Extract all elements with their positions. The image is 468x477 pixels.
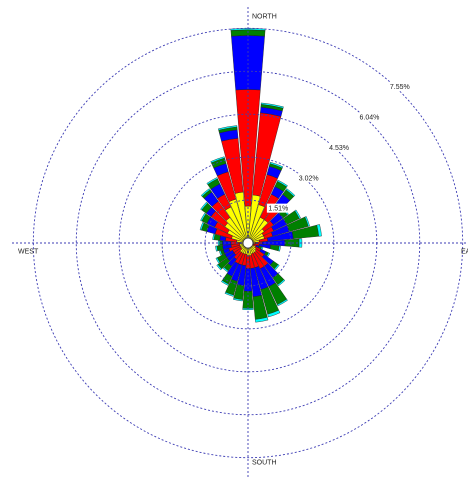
- petal-sector-32-bin-4: [200, 188, 211, 197]
- calm-center-circle: [242, 237, 254, 249]
- direction-labels: NORTH SOUTH WEST EA: [18, 14, 468, 467]
- petal-sector-19-bin-4: [233, 297, 243, 302]
- petal-sector-10-bin-4: [278, 245, 281, 252]
- petal-sector-11-bin-4: [260, 246, 264, 250]
- petal-sector-21-bin-4: [221, 280, 229, 286]
- ring-label-bg-1: [297, 173, 321, 183]
- ring-labels: 1.51% 3.02% 4.53% 6.04% 7.55%: [266, 82, 412, 213]
- petal-sector-25-bin-4: [218, 250, 223, 256]
- ring-label-bg-0: [266, 203, 290, 213]
- west-label: WEST: [18, 249, 39, 256]
- ring-label-bg-2: [327, 142, 351, 152]
- ring-label-2: 4.53%: [329, 145, 349, 152]
- grid-ring-4: [32, 27, 464, 459]
- petal-sector-33-bin-4: [206, 177, 218, 185]
- petal-sector-35-bin-4: [218, 125, 238, 131]
- petal-sector-27-bin-4: [217, 240, 220, 246]
- petal-sector-6-bin-4: [294, 209, 301, 219]
- petal-sector-29-bin-4: [199, 222, 205, 231]
- ring-label-1: 3.02%: [299, 175, 319, 182]
- petal-sector-30-bin-4: [200, 212, 207, 222]
- petal-sector-1-bin-4: [260, 102, 284, 109]
- petal-sector-15-bin-4: [277, 298, 288, 307]
- ring-label-4: 7.55%: [390, 84, 410, 91]
- ring-label-3: 6.04%: [360, 115, 380, 122]
- wind-rose-petals: [199, 28, 322, 323]
- petal-sector-26-bin-4: [215, 245, 218, 252]
- petal-sector-18-bin-4: [242, 307, 254, 311]
- petal-sector-23-bin-4: [216, 264, 222, 271]
- east-label: EA: [461, 249, 468, 256]
- polar-grid: [12, 7, 468, 477]
- petal-sector-7-bin-4: [304, 216, 310, 227]
- south-label: SOUTH: [252, 460, 277, 467]
- petal-sector-20-bin-4: [224, 291, 234, 297]
- petal-sector-12-bin-4: [266, 252, 271, 258]
- petal-sector-28-bin-4: [212, 233, 216, 241]
- petal-sector-24-bin-4: [215, 257, 221, 264]
- petal-sector-10-bin-3: [269, 244, 280, 252]
- petal-sector-31-bin-4: [200, 201, 208, 211]
- petal-sector-14-bin-4: [277, 279, 286, 287]
- petal-sector-16-bin-4: [267, 309, 281, 318]
- petal-sector-8-bin-4: [316, 224, 322, 237]
- petal-sector-17-bin-4: [255, 317, 269, 323]
- north-label: NORTH: [252, 14, 277, 21]
- ring-label-0: 1.51%: [268, 206, 288, 213]
- ring-label-bg-4: [388, 82, 412, 92]
- petal-sector-4-bin-4: [285, 188, 296, 197]
- petal-sector-34-bin-4: [210, 156, 225, 164]
- petal-sector-3-bin-4: [277, 179, 288, 188]
- petal-sector-22-bin-4: [222, 267, 229, 273]
- petal-sector-2-bin-4: [269, 161, 284, 169]
- ring-label-bg-3: [357, 112, 381, 122]
- petal-sector-13-bin-4: [274, 264, 280, 271]
